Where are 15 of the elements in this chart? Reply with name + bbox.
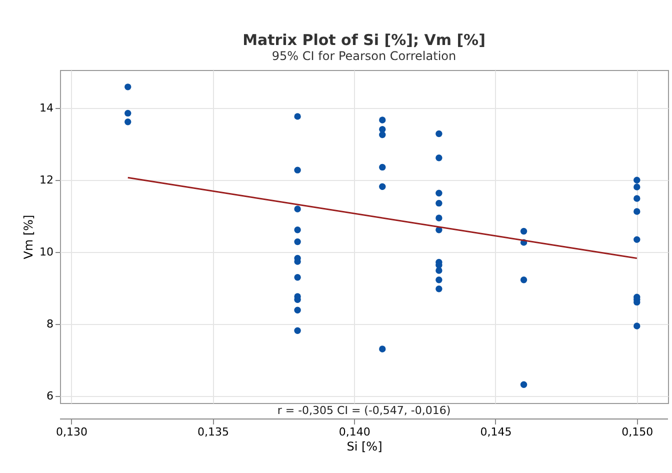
chart-subtitle: 95% CI for Pearson Correlation <box>272 49 456 63</box>
y-tick-label: 8 <box>46 317 54 330</box>
x-tick-label: 0,150 <box>622 426 654 438</box>
y-tick-label: 10 <box>40 245 54 258</box>
x-tick-label: 0,130 <box>56 426 88 438</box>
chart-title: Matrix Plot of Si [%]; Vm [%] <box>242 31 486 49</box>
x-tick-label: 0,145 <box>480 426 512 438</box>
y-tick-label: 12 <box>40 173 54 186</box>
y-axis-title: Vm [%] <box>22 214 36 260</box>
x-tick-label: 0,135 <box>197 426 229 438</box>
y-tick-label: 14 <box>40 101 54 114</box>
x-axis-title: Si [%] <box>346 440 382 454</box>
text: r = -0,305 CI = (-0,547, -0,016) <box>277 404 451 417</box>
x-tick-label: 0,140 <box>338 426 370 438</box>
y-tick-label: 6 <box>46 389 54 402</box>
